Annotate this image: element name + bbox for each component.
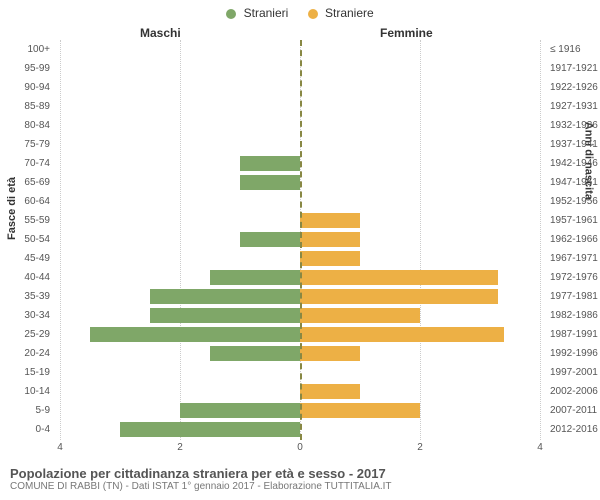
bar-male — [240, 232, 300, 247]
age-label: 5-9 — [2, 401, 50, 420]
age-label: 95-99 — [2, 59, 50, 78]
age-label: 25-29 — [2, 325, 50, 344]
legend-item-female: Straniere — [308, 6, 374, 20]
center-axis-line — [300, 40, 302, 440]
x-tick-label: 4 — [57, 442, 63, 453]
birth-year-label: 2002-2006 — [550, 382, 600, 401]
age-label: 45-49 — [2, 249, 50, 268]
bar-female — [300, 403, 420, 418]
x-tick-label: 4 — [537, 442, 543, 453]
bar-male — [150, 308, 300, 323]
age-label: 0-4 — [2, 420, 50, 439]
bar-female — [300, 384, 360, 399]
bar-female — [300, 308, 420, 323]
age-label: 30-34 — [2, 306, 50, 325]
bar-male — [120, 422, 300, 437]
chart-container: Stranieri Straniere Maschi Femmine Fasce… — [0, 0, 600, 500]
birth-year-label: 1997-2001 — [550, 363, 600, 382]
bar-male — [210, 270, 300, 285]
age-label: 70-74 — [2, 154, 50, 173]
bar-male — [180, 403, 300, 418]
birth-year-label: 2012-2016 — [550, 420, 600, 439]
x-tick-label: 0 — [297, 442, 303, 453]
birth-year-label: 1972-1976 — [550, 268, 600, 287]
bar-female — [300, 251, 360, 266]
birth-year-label: 2007-2011 — [550, 401, 600, 420]
age-label: 15-19 — [2, 363, 50, 382]
bar-female — [300, 327, 504, 342]
plot-area: 42024100+≤ 191695-991917-192190-941922-1… — [60, 40, 540, 440]
bar-female — [300, 270, 498, 285]
age-label: 50-54 — [2, 230, 50, 249]
birth-year-label: 1922-1926 — [550, 78, 600, 97]
age-label: 75-79 — [2, 135, 50, 154]
age-label: 20-24 — [2, 344, 50, 363]
chart-subtitle: COMUNE DI RABBI (TN) - Dati ISTAT 1° gen… — [10, 481, 392, 492]
age-label: 35-39 — [2, 287, 50, 306]
x-tick-label: 2 — [177, 442, 183, 453]
age-label: 85-89 — [2, 97, 50, 116]
birth-year-label: 1977-1981 — [550, 287, 600, 306]
legend-label-female: Straniere — [325, 6, 374, 20]
column-header-left: Maschi — [140, 26, 181, 40]
bar-male — [240, 175, 300, 190]
birth-year-label: 1927-1931 — [550, 97, 600, 116]
legend: Stranieri Straniere — [0, 6, 600, 20]
bar-female — [300, 346, 360, 361]
age-label: 40-44 — [2, 268, 50, 287]
birth-year-label: 1992-1996 — [550, 344, 600, 363]
chart-title: Popolazione per cittadinanza straniera p… — [10, 466, 392, 481]
age-label: 90-94 — [2, 78, 50, 97]
birth-year-label: 1957-1961 — [550, 211, 600, 230]
birth-year-label: 1962-1966 — [550, 230, 600, 249]
birth-year-label: 1942-1946 — [550, 154, 600, 173]
birth-year-label: ≤ 1916 — [550, 40, 600, 59]
age-label: 80-84 — [2, 116, 50, 135]
legend-label-male: Stranieri — [244, 6, 289, 20]
birth-year-label: 1967-1971 — [550, 249, 600, 268]
birth-year-label: 1937-1941 — [550, 135, 600, 154]
bar-female — [300, 232, 360, 247]
column-header-right: Femmine — [380, 26, 433, 40]
birth-year-label: 1932-1936 — [550, 116, 600, 135]
bar-female — [300, 289, 498, 304]
bar-male — [210, 346, 300, 361]
age-label: 100+ — [2, 40, 50, 59]
legend-swatch-male — [226, 9, 236, 19]
legend-item-male: Stranieri — [226, 6, 288, 20]
gridline — [540, 40, 541, 440]
birth-year-label: 1987-1991 — [550, 325, 600, 344]
bar-male — [90, 327, 300, 342]
age-label: 65-69 — [2, 173, 50, 192]
x-tick-label: 2 — [417, 442, 423, 453]
bar-male — [240, 156, 300, 171]
chart-footer: Popolazione per cittadinanza straniera p… — [10, 466, 392, 492]
birth-year-label: 1952-1956 — [550, 192, 600, 211]
legend-swatch-female — [308, 9, 318, 19]
age-label: 10-14 — [2, 382, 50, 401]
birth-year-label: 1947-1951 — [550, 173, 600, 192]
bar-female — [300, 213, 360, 228]
bar-male — [150, 289, 300, 304]
birth-year-label: 1982-1986 — [550, 306, 600, 325]
age-label: 55-59 — [2, 211, 50, 230]
birth-year-label: 1917-1921 — [550, 59, 600, 78]
age-label: 60-64 — [2, 192, 50, 211]
